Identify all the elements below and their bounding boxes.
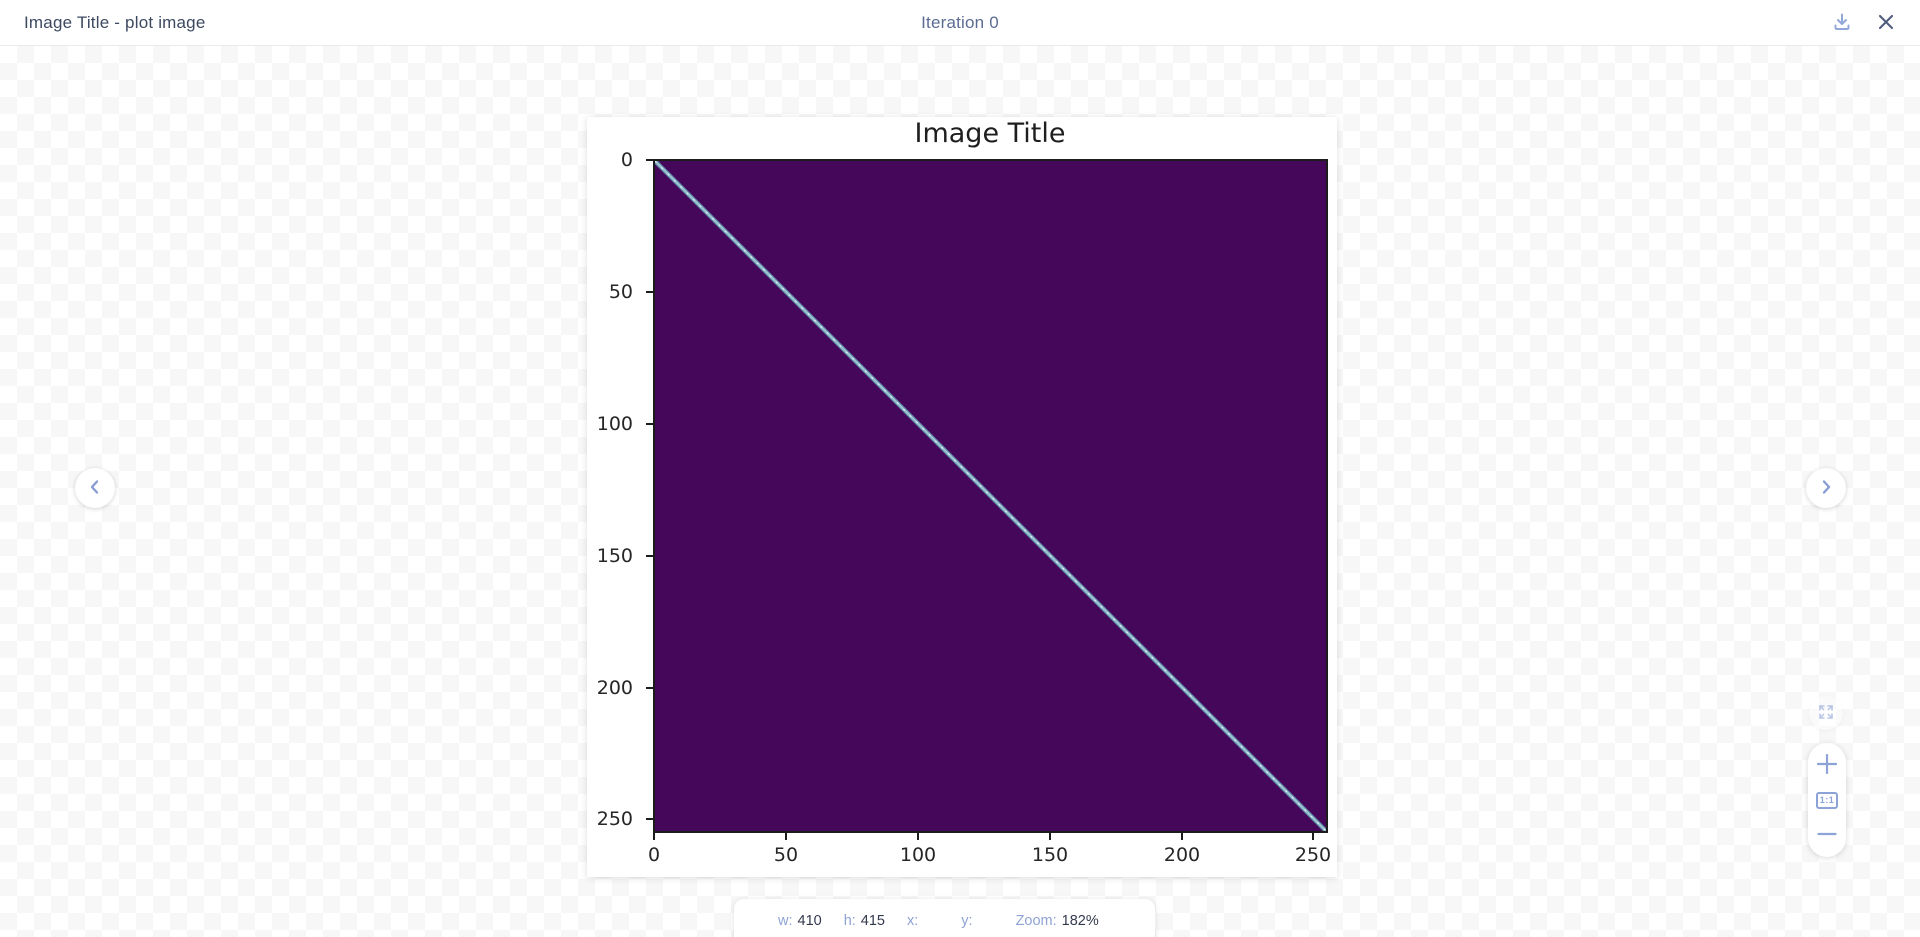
height-value: 415 [860,913,885,929]
iteration-label: Iteration 0 [921,13,999,32]
zoom-controls: 1:1 [1808,743,1846,857]
window-title: Image Title - plot image [24,13,206,32]
fullscreen-button[interactable] [1809,696,1843,730]
y-tick [646,818,653,820]
zoom-in-button[interactable] [1808,749,1846,781]
y-coordinate-stat: y: [961,913,993,929]
y-tick [646,555,653,557]
zoom-stat: Zoom: 182% [1016,913,1099,929]
x-tick-label: 250 [1294,844,1332,866]
download-button[interactable] [1828,9,1856,37]
width-value: 410 [797,913,822,929]
x-tick-label: 0 [647,844,661,866]
status-bar: w: 410 h: 415 x: y: Zoom: 182% [734,899,1155,937]
width-label: w: [778,913,793,929]
y-coordinate-value [978,913,994,929]
y-tick-label: 50 [608,281,633,303]
y-tick [646,423,653,425]
chevron-right-icon [1816,477,1836,500]
y-tick-label: 100 [596,413,633,435]
zoom-out-button[interactable] [1808,819,1846,851]
top-bar: Image Title - plot image Iteration 0 [0,0,1920,46]
x-tick-label: 200 [1163,844,1201,866]
top-bar-actions [1828,0,1900,46]
y-tick-label: 250 [596,808,633,830]
x-coordinate-stat: x: [907,913,939,929]
chevron-left-icon [85,477,105,500]
x-tick-label: 150 [1031,844,1069,866]
zoom-label: Zoom: [1015,913,1057,929]
download-icon [1831,11,1853,36]
x-tick [1181,833,1183,840]
minus-icon [1816,823,1838,848]
zoom-reset-button[interactable]: 1:1 [1808,784,1846,816]
y-tick-label: 0 [620,149,633,171]
height-stat: h: 415 [844,913,885,929]
y-tick [646,159,653,161]
heatmap-axes [653,159,1328,833]
chart-title: Image Title [914,118,1066,149]
x-tick-label: 100 [899,844,937,866]
x-tick [1049,833,1051,840]
y-coordinate-label: y: [961,913,973,929]
viewer-canvas[interactable]: Image Title 0 50 100 150 200 250 0 [0,46,1920,937]
one-to-one-icon: 1:1 [1815,791,1839,809]
diagonal-line [655,161,1326,831]
width-stat: w: 410 [778,913,822,929]
y-tick [646,291,653,293]
previous-image-button[interactable] [75,468,115,508]
x-tick [785,833,787,840]
close-icon [1876,12,1896,35]
x-tick [653,833,655,840]
x-tick [1312,833,1314,840]
x-tick [917,833,919,840]
next-image-button[interactable] [1806,468,1846,508]
plus-icon [1815,752,1839,779]
expand-icon [1817,703,1835,724]
y-tick [646,687,653,689]
close-button[interactable] [1872,9,1900,37]
x-tick-label: 50 [773,844,799,866]
height-label: h: [843,913,856,929]
plot-image[interactable]: Image Title 0 50 100 150 200 250 0 [587,117,1337,877]
y-tick-label: 150 [596,545,633,567]
y-tick-label: 200 [596,677,633,699]
x-coordinate-value [923,913,939,929]
zoom-value: 182% [1061,913,1099,929]
x-coordinate-label: x: [907,913,919,929]
